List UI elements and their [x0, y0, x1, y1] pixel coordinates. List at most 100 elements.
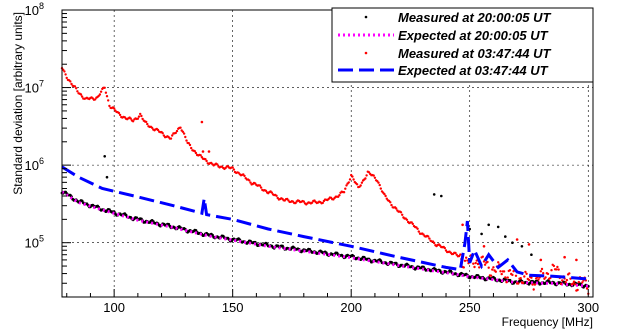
data-point: [248, 179, 251, 182]
data-point: [473, 265, 476, 269]
outlier-point: [201, 150, 205, 153]
data-point: [571, 282, 575, 285]
y-tick-label: 106: [25, 156, 44, 173]
data-point: [577, 280, 580, 284]
data-point: [416, 227, 419, 230]
data-point: [270, 191, 273, 194]
data-point: [182, 132, 186, 135]
data-point: [129, 117, 132, 120]
data-point: [379, 187, 382, 190]
outlier-point: [511, 241, 514, 244]
data-point: [525, 272, 528, 275]
data-point: [63, 70, 66, 73]
data-point: [64, 73, 67, 76]
data-point: [384, 194, 387, 198]
legend-label-1: Measured at 20:00:05 UT: [398, 10, 552, 25]
data-point: [156, 128, 160, 132]
data-point: [454, 251, 457, 255]
data-point: [561, 279, 564, 282]
data-point: [249, 181, 252, 184]
data-point: [411, 222, 414, 226]
legend-entry-4: Expected at 03:47:44 UT: [338, 63, 549, 78]
data-point: [140, 114, 143, 118]
outlier-point: [480, 232, 483, 236]
data-point: [502, 270, 506, 273]
data-point: [576, 288, 579, 292]
data-point: [511, 273, 514, 277]
legend-marker-red: [364, 51, 368, 55]
outlier-point: [563, 255, 566, 259]
data-point: [417, 230, 420, 233]
y-tick-labels: 105 106 107 108: [25, 1, 44, 251]
data-point: [542, 272, 545, 275]
data-point: [169, 137, 173, 140]
data-point: [483, 263, 487, 266]
data-point: [489, 274, 493, 277]
data-point: [275, 194, 278, 197]
data-point: [338, 194, 341, 197]
data-point: [321, 201, 324, 205]
data-point: [537, 278, 540, 281]
data-point: [179, 126, 182, 129]
legend-marker-black: [364, 15, 368, 19]
x-tick-labels: 100 150 200 250 300: [103, 300, 599, 315]
outlier-point: [575, 258, 578, 262]
data-point: [564, 281, 567, 284]
data-point: [131, 120, 135, 123]
data-point: [546, 272, 550, 276]
outlier-point: [432, 193, 436, 196]
data-point: [478, 266, 481, 269]
data-point: [540, 267, 544, 271]
data-point: [395, 207, 398, 210]
outlier-point: [515, 238, 519, 241]
data-point: [378, 183, 381, 187]
data-point: [75, 87, 78, 90]
legend-label-4: Expected at 03:47:44 UT: [398, 63, 549, 78]
data-point: [519, 277, 522, 280]
ticks: [62, 9, 589, 298]
data-point: [532, 288, 535, 291]
legend-label-2: Expected at 20:00:05 UT: [398, 28, 549, 43]
data-point: [139, 112, 142, 116]
data-point: [476, 262, 480, 266]
data-point: [569, 277, 572, 280]
y-tick-label: 108: [25, 1, 44, 18]
data-point: [187, 142, 190, 145]
data-point: [585, 287, 589, 290]
data-point: [559, 282, 563, 285]
data-point: [405, 218, 409, 221]
data-point: [401, 213, 404, 216]
data-point: [345, 184, 348, 187]
data-point: [465, 256, 468, 259]
series-layer: [60, 67, 590, 295]
data-point: [194, 151, 198, 155]
data-point: [150, 126, 154, 129]
legend-entry-1: Measured at 20:00:05 UT: [364, 10, 552, 25]
data-point: [494, 270, 497, 273]
data-point: [459, 253, 462, 256]
data-point: [399, 211, 403, 214]
data-point: [185, 139, 188, 142]
data-point: [533, 283, 537, 286]
series-4: [61, 165, 589, 281]
x-tick-label: 250: [459, 300, 481, 315]
series-line: [61, 165, 589, 281]
data-point: [137, 115, 141, 118]
data-point: [231, 166, 234, 169]
data-point: [572, 280, 576, 283]
legend-entry-2: Expected at 20:00:05 UT: [338, 28, 549, 43]
data-point: [527, 278, 531, 282]
x-tick-label: 100: [103, 300, 125, 315]
data-point: [65, 76, 68, 80]
legend-label-3: Measured at 03:47:44 UT: [398, 46, 552, 61]
data-point: [181, 130, 185, 133]
data-point: [568, 272, 571, 275]
y-tick-label: 107: [25, 79, 44, 96]
data-point: [145, 120, 148, 124]
data-point: [205, 159, 208, 163]
data-point: [463, 259, 467, 262]
data-point: [302, 200, 305, 203]
data-point: [433, 241, 436, 245]
data-point: [141, 117, 144, 121]
data-point: [550, 269, 553, 272]
